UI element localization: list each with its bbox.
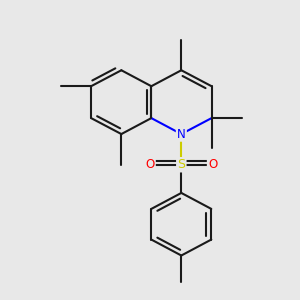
Text: S: S <box>177 158 185 171</box>
Text: O: O <box>208 158 217 171</box>
Text: N: N <box>177 128 186 141</box>
Text: O: O <box>146 158 154 171</box>
